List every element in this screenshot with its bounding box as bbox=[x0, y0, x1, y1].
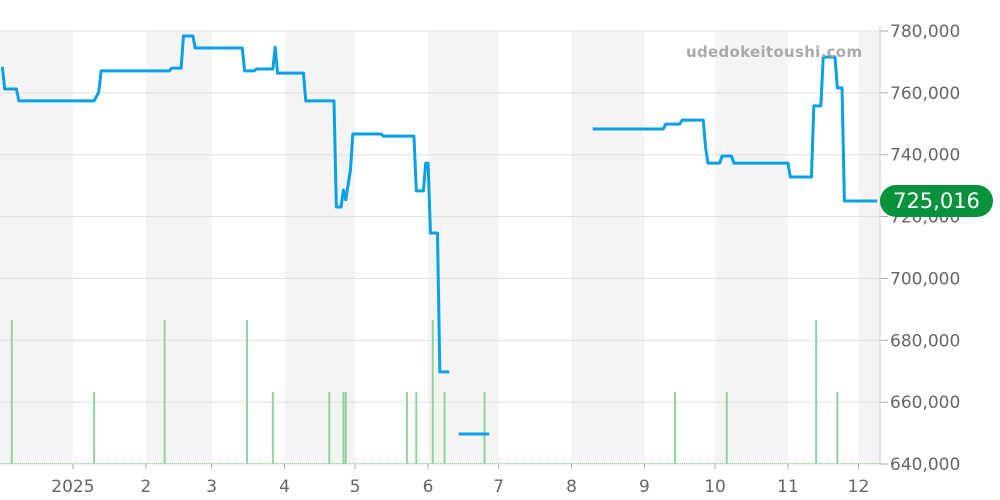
month-band bbox=[428, 31, 499, 464]
x-tick-label: 4 bbox=[279, 477, 290, 497]
month-band bbox=[715, 31, 788, 464]
y-tick-label: 680,000 bbox=[890, 331, 960, 351]
x-tick-label: 5 bbox=[350, 477, 361, 497]
y-tick-label: 660,000 bbox=[890, 393, 960, 413]
price-line-segment bbox=[0, 34, 450, 374]
x-tick-label: 10 bbox=[704, 477, 726, 497]
x-tick-label: 11 bbox=[777, 477, 799, 497]
current-value-badge: 725,016 bbox=[880, 185, 993, 217]
month-band bbox=[284, 31, 356, 464]
y-tick-label: 640,000 bbox=[890, 455, 960, 475]
month-band bbox=[858, 31, 880, 464]
x-tick-label: 12 bbox=[848, 477, 870, 497]
y-tick-label: 780,000 bbox=[890, 22, 960, 42]
y-tick-label: 760,000 bbox=[890, 84, 960, 104]
watermark: udedokeitoushi.com bbox=[686, 43, 863, 61]
x-tick-label: 6 bbox=[423, 477, 434, 497]
x-tick-label: 3 bbox=[206, 477, 217, 497]
y-tick-label: 700,000 bbox=[890, 269, 960, 289]
month-band bbox=[571, 31, 645, 464]
price-line-segment bbox=[592, 55, 878, 203]
x-tick-label: 2 bbox=[140, 477, 151, 497]
x-tick-label: 9 bbox=[639, 477, 650, 497]
x-tick-label: 8 bbox=[566, 477, 577, 497]
x-tick-label: 7 bbox=[493, 477, 504, 497]
month-band bbox=[145, 31, 212, 464]
y-tick-label: 740,000 bbox=[890, 146, 960, 166]
x-tick-label: 2025 bbox=[51, 477, 94, 497]
